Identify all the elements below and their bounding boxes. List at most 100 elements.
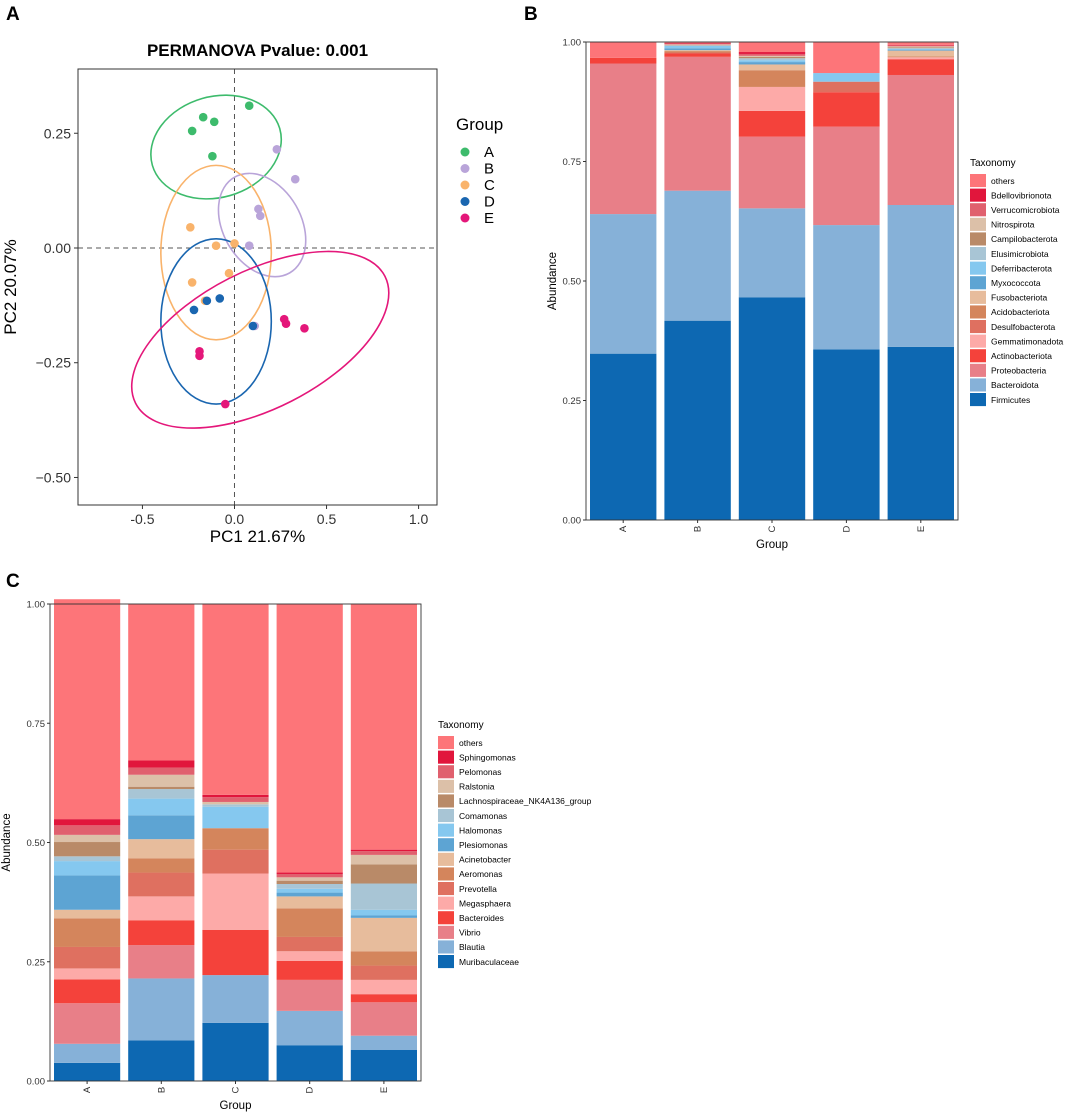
legend-label-blautia: Blautia [459,942,485,952]
confidence-ellipse-e [130,250,390,429]
bar-segment-bacteroides-e [350,994,417,1003]
legend-label-campilobacterota: Campilobacterota [991,234,1058,244]
bar-segment-halomonas-d [276,888,343,893]
bar-segment-aeromonas-d [276,908,343,937]
legend-title: Taxonomy [438,720,484,731]
bar-segment-bacteroidota-b [664,190,731,321]
point-e [300,324,309,333]
x-tick-label: E [916,526,927,532]
point-c [224,268,234,278]
legend-label-verrucomicrobiota: Verrucomicrobiota [991,205,1060,215]
x-tick-label: A [618,525,629,532]
bar-segment-comamonas-b [128,789,195,799]
legend-label-gemmatimonadota: Gemmatimonadota [991,336,1064,346]
bar-segment-campilobacterota-e [887,47,954,49]
legend-swatch-pelomonas [438,765,454,779]
y-tick-label: 0.00 [563,516,582,527]
bar-segment-acinetobacter-a [54,909,121,919]
point-d [215,294,225,303]
y-tick-label: 0.00 [44,240,71,256]
legend-swatch-blautia [438,940,454,954]
x-tick-label: D [841,525,852,532]
bar-segment-prevotella-c [202,849,269,874]
x-tick-label: 0.0 [225,511,245,527]
point-a [187,126,197,136]
x-tick-label: C [231,1086,242,1093]
legend-swatch-bacteroidota [970,378,986,392]
legend-swatch-others [970,174,986,188]
legend-label-elusimicrobiota: Elusimicrobiota [991,249,1049,259]
legend-swatch-acinetobacter [438,852,454,866]
bar-segment-pelomonas-d [276,873,343,878]
bar-segment-acinetobacter-d [276,896,343,909]
bar-segment-aeromonas-e [350,951,417,966]
bar-segment-bacteroidota-e [887,204,954,347]
bar-segment-muribaculaceae-b [128,1040,195,1081]
legend-swatch-gemmatimonadota [970,334,986,348]
bar-segment-acidobacteriota-c [738,70,806,87]
legend-label-bdellovibrionota: Bdellovibrionota [991,190,1052,200]
bar-segment-plesiomonas-e [350,915,417,918]
panel-letter-c: C [6,571,20,592]
bar-segment-verrucomicrobiota-c [738,53,806,56]
bar-segment-myxococcota-b [664,48,731,51]
legend-label-a: A [484,144,494,161]
legend-label-lachnospiraceae-nk4a136-group: Lachnospiraceae_NK4A136_group [459,796,592,806]
bar-segment-plesiomonas-a [54,875,121,910]
point-c [186,223,195,232]
legend-label-d: D [484,194,495,211]
bar-segment-acidobacteriota-e [887,56,954,58]
legend-swatch-verrucomicrobiota [970,203,986,217]
bar-segment-others-e [887,42,954,45]
legend-swatch-others [438,736,454,750]
bar-segment-aeromonas-c [202,828,269,850]
bar-segment-desulfobacterota-b [664,52,731,54]
legend-label-c: C [484,177,495,194]
y-tick-label: 0.25 [27,957,46,968]
point-d [248,321,258,331]
bar-segment-bacteroides-c [202,929,269,976]
legend-marker-c [460,180,470,190]
bar-segment-megasphaera-c [202,873,269,930]
point-a [244,101,254,111]
bar-segment-verrucomicrobiota-e [887,45,954,47]
legend-swatch-halomonas [438,823,454,837]
bar-segment-vibrio-d [276,979,343,1011]
legend-label-others: others [991,176,1015,186]
bar-segment-firmicutes-c [738,297,806,520]
legend-swatch-firmicutes [970,393,986,407]
legend-swatch-muribaculaceae [438,955,454,969]
point-e [195,351,204,361]
legend-label-b: B [484,161,494,178]
bar-segment-vibrio-b [128,945,195,979]
legend-swatch-nitrospirota [970,217,986,231]
bar-segment-halomonas-c [202,806,269,829]
y-axis-label: PC2 20.07% [1,239,20,334]
x-tick-label: B [693,526,704,532]
point-c [187,278,197,287]
bar-segment-gemmatimonadota-e [887,57,954,60]
bar-segment-sphingomonas-b [128,760,195,768]
bar-segment-firmicutes-b [664,320,731,520]
bar-segment-actinobacteriota-c [738,110,806,137]
legend-label-others: others [459,738,483,748]
confidence-ellipse-c [160,164,273,341]
bar-segment-vibrio-e [350,1002,417,1036]
legend-label-sphingomonas: Sphingomonas [459,752,516,762]
bar-segment-bacteroides-b [128,920,195,946]
bar-segment-megasphaera-a [54,968,121,980]
bar-segment-comamonas-e [350,883,417,910]
bar-segment-halomonas-e [350,909,417,916]
legend-label-acidobacteriota: Acidobacteriota [991,307,1050,317]
genus-bar-panel: A B C D E 0.00 0.25 0.50 0.75 1.00 Group Abundance T… [1,599,592,1112]
legend-marker-e [460,213,470,223]
bar-segment-bacteroides-a [54,979,121,1004]
point-b [290,174,300,184]
legend-label-muribaculaceae: Muribaculaceae [459,957,519,967]
point-e [220,399,230,409]
bar-segment-blautia-c [202,975,269,1023]
bar-segment-muribaculaceae-c [202,1022,269,1081]
bar-segment-ralstonia-a [54,834,121,843]
bar-segment-acidobacteriota-b [664,51,731,53]
